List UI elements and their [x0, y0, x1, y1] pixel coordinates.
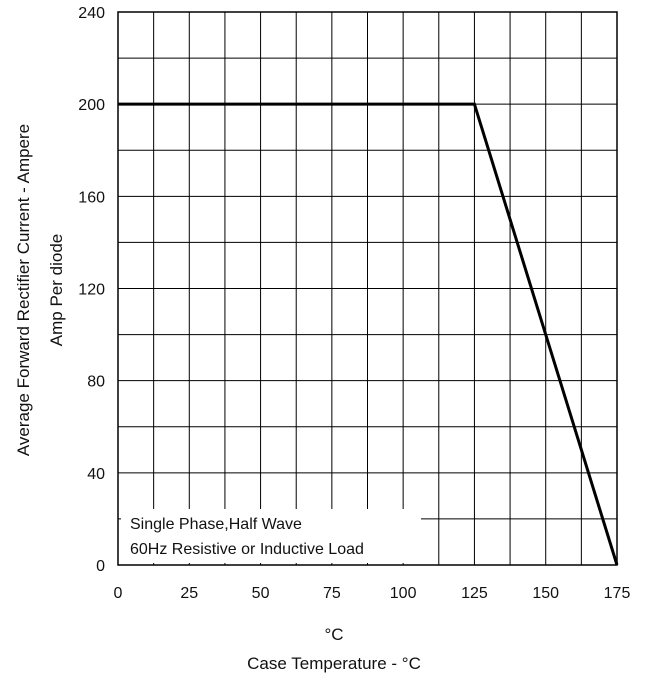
annotation-box: Single Phase,Half Wave 60Hz Resistive or…: [121, 509, 421, 563]
plot-frame: [117, 11, 618, 566]
y-tick-label: 240: [78, 5, 105, 22]
y-tick-label: 120: [78, 282, 105, 299]
x-tick-label: 125: [461, 585, 488, 602]
series-line: [118, 102, 619, 566]
grid: [118, 12, 617, 565]
y-axis-subtitle: Amp Per diode: [47, 234, 66, 346]
series-layer: [118, 102, 619, 566]
x-tick-label: 150: [532, 585, 559, 602]
x-axis-unit: °C: [324, 625, 343, 644]
x-tick-labels: 0 25 50 75 100 125 150 175: [114, 585, 631, 602]
y-tick-label: 160: [78, 189, 105, 206]
y-tick-label: 0: [96, 558, 105, 575]
y-tick-label: 200: [78, 97, 105, 114]
x-tick-label: 75: [323, 585, 341, 602]
x-tick-label: 100: [390, 585, 417, 602]
y-tick-labels: 0 40 80 120 160 200 240: [78, 5, 105, 575]
y-tick-label: 80: [87, 374, 105, 391]
x-tick-label: 25: [180, 585, 198, 602]
x-axis-title: Case Temperature - °C: [247, 654, 421, 673]
x-tick-label: 50: [252, 585, 270, 602]
y-axis-title: Average Forward Rectifier Current - Ampe…: [14, 124, 33, 456]
annotation-line-2: 60Hz Resistive or Inductive Load: [130, 541, 364, 558]
x-tick-label: 0: [114, 585, 123, 602]
annotation-background: [121, 509, 421, 563]
annotation-line-1: Single Phase,Half Wave: [130, 516, 302, 533]
x-tick-label: 175: [604, 585, 631, 602]
y-tick-label: 40: [87, 466, 105, 483]
